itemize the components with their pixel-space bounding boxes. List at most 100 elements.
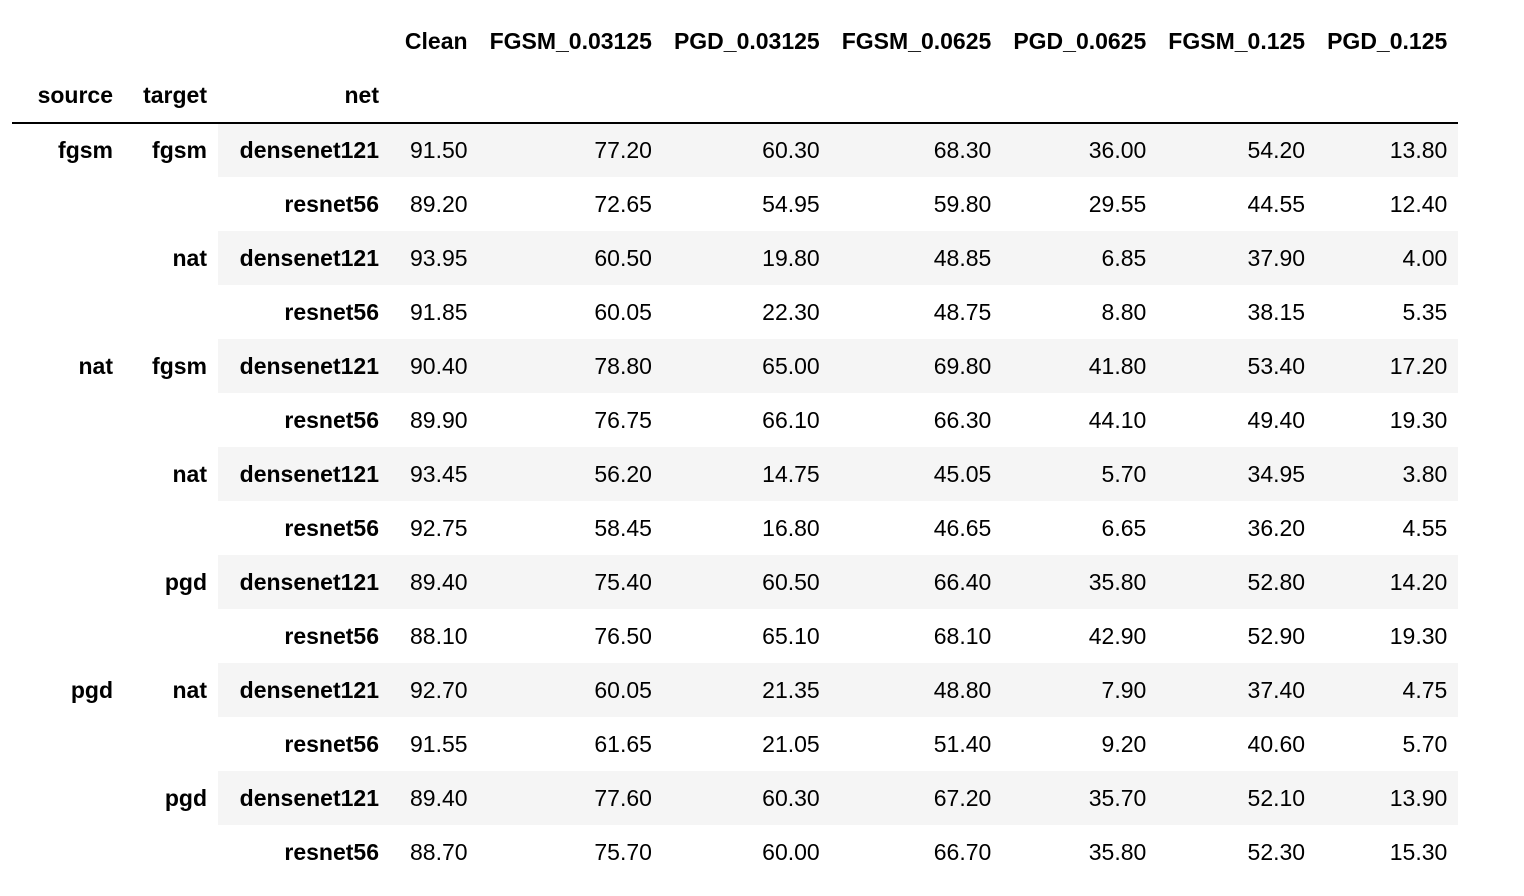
table-cell: 4.75 [1316, 663, 1459, 717]
blank-header-cell [479, 68, 663, 123]
table-cell: 78.80 [478, 339, 663, 393]
table-cell: 60.30 [662, 123, 831, 177]
table-cell: 21.05 [762, 730, 820, 757]
row-index-source [12, 177, 124, 231]
table-cell: 9.20 [1101, 730, 1147, 757]
row-index-net: densenet121 [218, 231, 390, 285]
blank-header-cell [12, 14, 124, 68]
table-cell: 75.40 [478, 555, 663, 609]
table-cell: 40.60 [1247, 730, 1306, 757]
blank-header-cell [1002, 68, 1157, 123]
row-index-net: densenet121 [218, 123, 390, 177]
table-cell: 51.40 [933, 730, 992, 757]
table-cell: 22.30 [762, 298, 820, 325]
blank-header-cell [1157, 68, 1316, 123]
row-index-source [12, 447, 124, 501]
table-cell: 4.00 [1316, 231, 1459, 285]
table-cell: 93.95 [390, 231, 479, 285]
table-row: resnet56 88.10 76.50 65.10 68.10 42.90 52.90 19… [12, 609, 1458, 663]
table-cell: 89.40 [390, 555, 479, 609]
table-cell: 12.40 [1389, 190, 1448, 217]
table-body: fgsm fgsm densenet121 91.50 77.20 60.30 68.30 3… [12, 123, 1459, 879]
table-cell: 53.40 [1157, 339, 1317, 393]
row-index-net: resnet56 [218, 501, 390, 555]
row-index-source [12, 771, 124, 825]
table-cell: 89.40 [390, 771, 479, 825]
table-cell: 35.70 [1002, 771, 1158, 825]
table-cell: 37.90 [1157, 231, 1317, 285]
index-name-target: target [143, 81, 207, 108]
row-index-target [124, 393, 218, 447]
table-cell: 52.30 [1247, 838, 1306, 865]
table-cell: 52.90 [1247, 622, 1306, 649]
row-index-net: densenet121 [218, 447, 390, 501]
row-index-target: nat [124, 231, 218, 285]
table-cell: 35.80 [1088, 838, 1147, 865]
table-cell: 92.70 [390, 663, 479, 717]
table-row: resnet56 88.70 75.70 60.00 66.70 35.80 52.30 15… [12, 825, 1458, 879]
table-cell: 49.40 [1247, 406, 1306, 433]
table-cell: 77.60 [478, 771, 663, 825]
table-row: pgd densenet121 89.40 77.60 60.30 67.20 35.70 5… [12, 771, 1459, 825]
row-index-target [124, 717, 218, 771]
table-cell: 14.20 [1316, 555, 1459, 609]
column-header: Clean [404, 27, 468, 54]
table-cell: 91.50 [390, 123, 479, 177]
table-cell: 65.10 [762, 622, 820, 649]
table-cell: 19.30 [1389, 406, 1448, 433]
column-header: FGSM_0.125 [1168, 27, 1306, 54]
blank-header-cell [831, 68, 1003, 123]
table-cell: 44.10 [1088, 406, 1147, 433]
table-cell: 48.85 [830, 231, 1003, 285]
row-index-target [124, 825, 218, 879]
row-index-target [124, 285, 218, 339]
table-cell: 91.85 [410, 298, 468, 325]
table-cell: 42.90 [1088, 622, 1147, 649]
blank-header-cell [124, 14, 218, 68]
column-header-row: Clean FGSM_0.03125 PGD_0.03125 FGSM_0.06… [12, 14, 1458, 68]
table-cell: 89.90 [410, 406, 468, 433]
row-index-source [12, 555, 124, 609]
table-row: resnet56 91.55 61.65 21.05 51.40 9.20 40.60 5.7… [12, 717, 1458, 771]
row-index-source: fgsm [12, 123, 124, 177]
row-index-net: resnet56 [218, 609, 390, 663]
column-header: PGD_0.125 [1327, 27, 1448, 54]
table-row: nat densenet121 93.95 60.50 19.80 48.85 6.85 37… [12, 231, 1459, 285]
table-cell: 3.80 [1316, 447, 1459, 501]
table-cell: 5.70 [1402, 730, 1448, 757]
table-cell: 76.50 [594, 622, 652, 649]
row-index-net: densenet121 [218, 555, 390, 609]
table-row: resnet56 91.85 60.05 22.30 48.75 8.80 38.15 5.3… [12, 285, 1458, 339]
table-cell: 13.80 [1316, 123, 1459, 177]
row-index-net: densenet121 [218, 663, 390, 717]
row-index-source [12, 717, 124, 771]
table-cell: 6.85 [1002, 231, 1158, 285]
table-cell: 58.45 [594, 514, 652, 541]
table-cell: 16.80 [762, 514, 820, 541]
table-cell: 59.80 [933, 190, 992, 217]
table-cell: 92.75 [410, 514, 468, 541]
row-index-net: resnet56 [218, 717, 390, 771]
table-cell: 89.20 [410, 190, 468, 217]
row-index-source: pgd [12, 663, 124, 717]
table-cell: 54.95 [762, 190, 820, 217]
table-cell: 76.75 [594, 406, 652, 433]
table-cell: 54.20 [1157, 123, 1317, 177]
table-row: pgd densenet121 89.40 75.40 60.50 66.40 35.80 5… [12, 555, 1459, 609]
table-cell: 5.35 [1402, 298, 1448, 325]
table-row: fgsm fgsm densenet121 91.50 77.20 60.30 68.30 3… [12, 123, 1459, 177]
table-cell: 46.65 [933, 514, 992, 541]
index-name-source: source [37, 81, 113, 108]
blank-header-cell [218, 14, 390, 68]
row-index-target: pgd [124, 555, 218, 609]
column-header: FGSM_0.0625 [841, 27, 992, 54]
table-cell: 90.40 [390, 339, 479, 393]
row-index-net: densenet121 [218, 339, 390, 393]
table-cell: 44.55 [1247, 190, 1306, 217]
row-index-target [124, 177, 218, 231]
row-index-target [124, 609, 218, 663]
table-cell: 72.65 [594, 190, 652, 217]
row-index-target: nat [124, 663, 218, 717]
table-cell: 19.80 [662, 231, 831, 285]
row-index-target: fgsm [124, 339, 218, 393]
